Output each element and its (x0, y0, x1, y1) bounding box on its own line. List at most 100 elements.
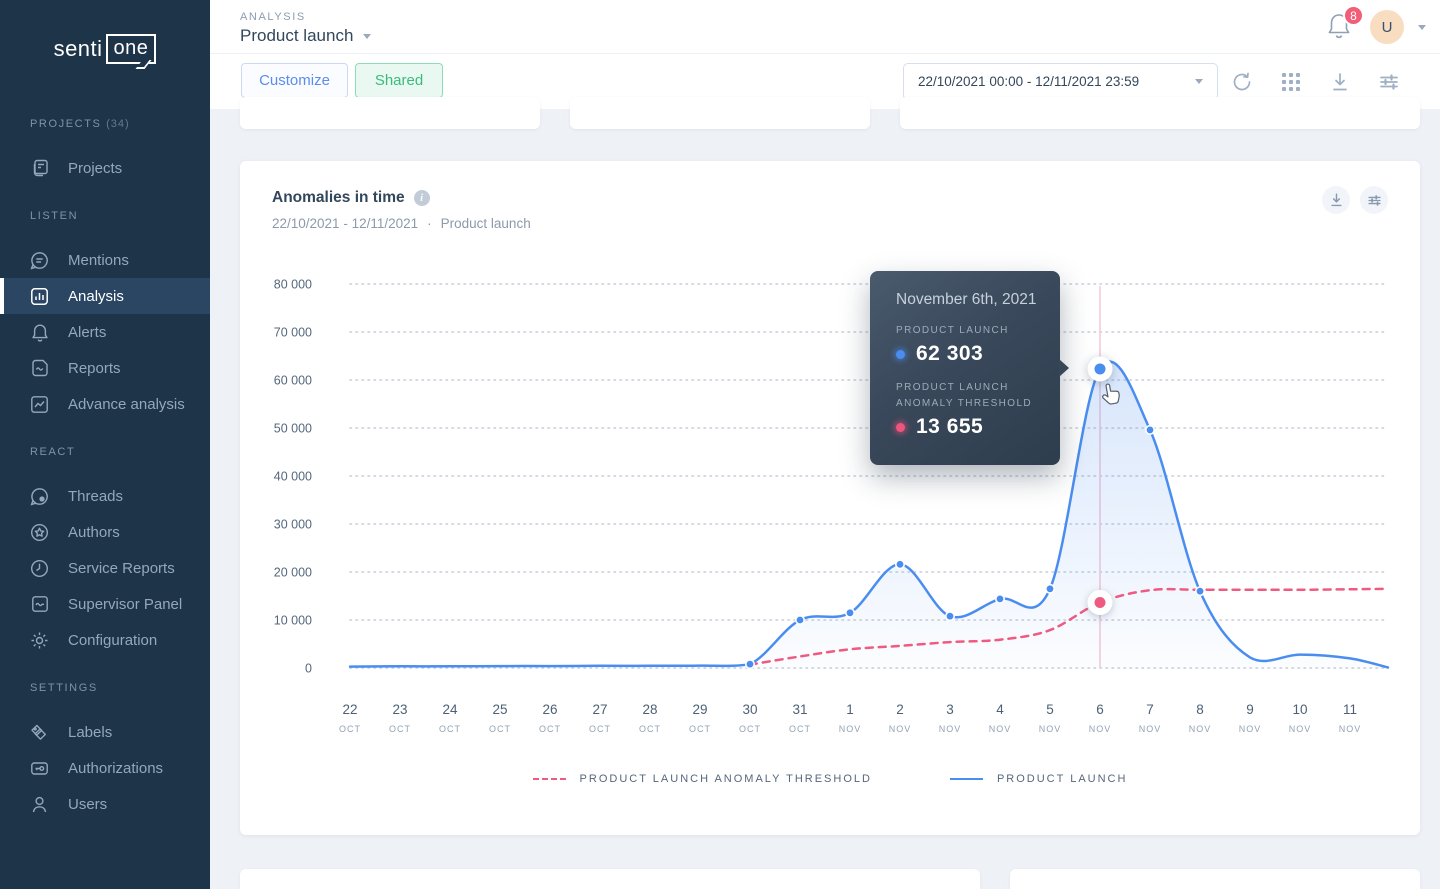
sidebar-heading: Settings (30, 682, 98, 694)
dashboard-toolbar: Customize Shared 22/10/2021 00:00 - 12/1… (210, 54, 1440, 109)
y-axis-label: 80 000 (274, 278, 312, 292)
data-point[interactable] (894, 559, 905, 570)
tooltip-series2-value: 13 655 (916, 415, 984, 438)
sidebar-item-service-reports[interactable]: Service Reports (0, 550, 210, 586)
x-axis-month-label: OCT (589, 724, 611, 734)
account-menu-caret-icon[interactable] (1418, 24, 1426, 30)
data-point[interactable] (1044, 583, 1055, 594)
y-axis-label: 50 000 (274, 422, 312, 436)
area-fill (350, 361, 1388, 668)
sidebar-item-label: Mentions (68, 251, 129, 269)
chevron-down-icon (363, 33, 372, 39)
legend-label: Product launch anomaly threshold (579, 773, 872, 785)
project-selector[interactable]: Product launch (240, 26, 372, 46)
y-axis-label: 40 000 (274, 470, 312, 484)
avatar[interactable]: U (1370, 10, 1404, 44)
chart-settings-button[interactable] (1360, 186, 1388, 214)
mentions-icon (29, 250, 50, 271)
apps-grid-icon[interactable] (1280, 71, 1302, 93)
sidebar-nav: Projects (34) Projects Listen Mentions Analy… (0, 118, 210, 822)
tooltip-series1-label: Product launch (896, 325, 1009, 336)
filters-icon[interactable] (1378, 71, 1400, 93)
x-axis-day-label: 9 (1246, 702, 1254, 717)
shared-button[interactable]: Shared (355, 63, 443, 98)
legend-item-product-launch[interactable]: Product launch (949, 773, 1128, 785)
sidebar-item-label: Alerts (68, 323, 107, 341)
x-axis-month-label: NOV (1189, 724, 1212, 734)
refresh-icon[interactable] (1231, 71, 1253, 93)
sidebar-item-label: Authors (68, 523, 120, 541)
x-axis-day-label: 27 (592, 702, 607, 717)
x-axis-day-label: 8 (1196, 702, 1204, 717)
date-range-select[interactable]: 22/10/2021 00:00 - 12/11/2021 23:59 (903, 63, 1218, 100)
data-point[interactable] (994, 593, 1005, 604)
stat-card-partial (240, 97, 540, 129)
alerts-icon (29, 322, 50, 343)
x-axis-day-label: 11 (1343, 702, 1357, 717)
sidebar-section-projects: Projects (34) Projects (0, 118, 210, 186)
sidebar-item-label: Configuration (68, 631, 158, 649)
legend-item-product-launch-anomaly-threshold[interactable]: Product launch anomaly threshold (532, 773, 872, 785)
header-actions: 8 U (1326, 0, 1426, 54)
sidebar-item-authors[interactable]: Authors (0, 514, 210, 550)
sidebar-item-threads[interactable]: Threads (0, 478, 210, 514)
chart-legend: Product launch anomaly threshold Product … (240, 773, 1420, 785)
customize-button[interactable]: Customize (241, 63, 348, 98)
x-axis-day-label: 22 (342, 702, 357, 717)
supervisor-panel-icon (29, 594, 50, 615)
x-axis-day-label: 24 (442, 702, 458, 717)
x-axis-month-label: OCT (539, 724, 561, 734)
sidebar-item-labels[interactable]: Labels (0, 714, 210, 750)
main-area: Analysis Product launch 8 U Customize Sh… (210, 0, 1440, 889)
legend-label: Product launch (996, 773, 1128, 785)
sidebar-item-analysis[interactable]: Analysis (0, 278, 210, 314)
sidebar-item-label: Authorizations (68, 759, 164, 777)
x-axis-month-label: OCT (739, 724, 761, 734)
sidebar-item-advance-analysis[interactable]: Advance analysis (0, 386, 210, 422)
sidebar-item-projects[interactable]: Projects (0, 150, 210, 186)
x-axis-month-label: NOV (989, 724, 1012, 734)
x-axis-day-label: 1 (846, 702, 854, 717)
highlight-point[interactable] (1094, 363, 1106, 375)
sidebar-item-users[interactable]: Users (0, 786, 210, 822)
product-launch-line (348, 360, 1390, 669)
x-axis-day-label: 6 (1096, 702, 1104, 717)
sidebar-item-label: Users (68, 795, 108, 813)
sidebar-item-configuration[interactable]: Configuration (0, 622, 210, 658)
projects-icon (29, 158, 50, 179)
x-axis-day-label: 26 (542, 702, 557, 717)
anomaly-threshold-line (748, 587, 1390, 666)
advance-analysis-icon (29, 394, 50, 415)
sidebar-item-reports[interactable]: Reports (0, 350, 210, 386)
top-header: Analysis Product launch 8 U (210, 0, 1440, 54)
dashed-line-swatch (532, 778, 566, 780)
sidebar-item-alerts[interactable]: Alerts (0, 314, 210, 350)
bottom-card-partial (240, 869, 980, 889)
threshold-highlight-point[interactable] (1094, 596, 1106, 608)
data-point[interactable] (794, 614, 805, 625)
notifications-button[interactable]: 8 (1326, 5, 1364, 43)
data-point[interactable] (1144, 424, 1155, 435)
x-axis-month-label: OCT (689, 724, 711, 734)
blue-dot-icon (896, 349, 905, 359)
x-axis-month-label: OCT (489, 724, 511, 734)
chart-download-button[interactable] (1322, 186, 1350, 214)
data-point[interactable] (1194, 586, 1205, 597)
chart-subtitle: 22/10/2021 - 12/11/2021 · Product launch (272, 216, 531, 231)
sidebar: senti one Projects (34) Projects Listen Men… (0, 0, 210, 889)
data-point[interactable] (944, 611, 955, 622)
x-axis-day-label: 5 (1046, 702, 1054, 717)
download-icon[interactable] (1329, 71, 1351, 93)
info-icon[interactable]: i (413, 190, 430, 206)
sidebar-item-supervisor-panel[interactable]: Supervisor Panel (0, 586, 210, 622)
data-point[interactable] (744, 659, 755, 670)
users-icon (29, 794, 50, 815)
sidebar-item-authorizations[interactable]: Authorizations (0, 750, 210, 786)
x-axis-day-label: 30 (742, 702, 757, 717)
data-point[interactable] (844, 607, 855, 618)
reports-icon (29, 358, 50, 379)
toolbar-icon-group (1231, 54, 1400, 109)
sidebar-item-mentions[interactable]: Mentions (0, 242, 210, 278)
anomalies-line-chart[interactable]: 0 10 000 20 000 30 000 40 000 50 000 60 000 70 … (240, 161, 1420, 835)
sidebar-heading: Listen (30, 210, 79, 222)
